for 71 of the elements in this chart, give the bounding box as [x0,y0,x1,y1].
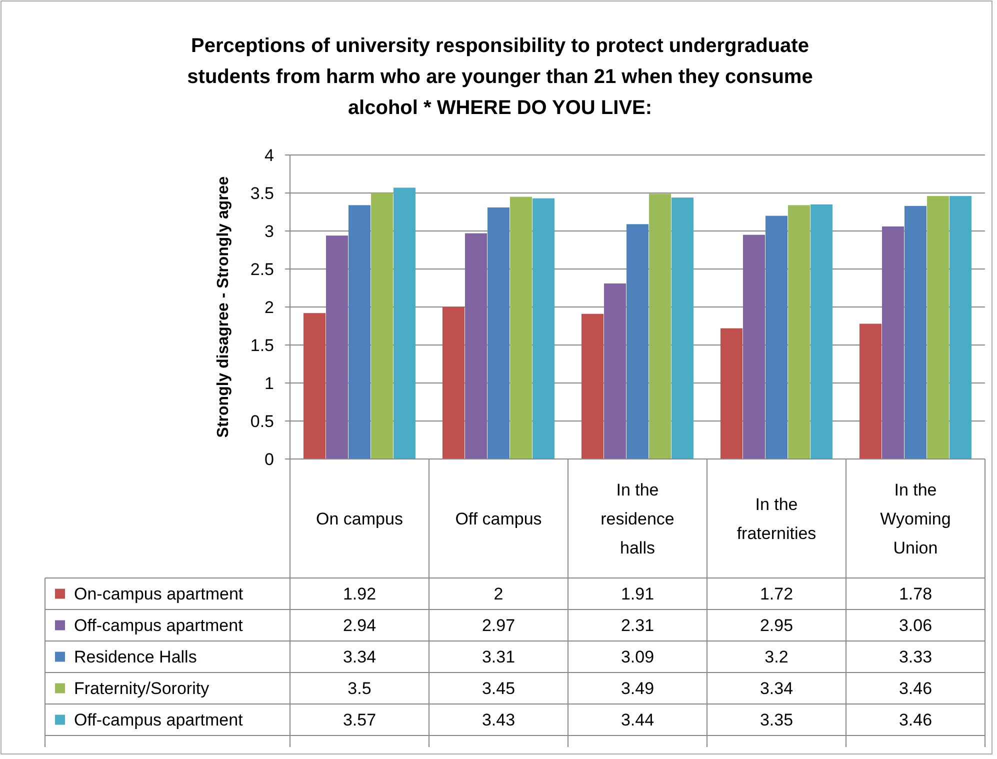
bar [720,328,743,459]
bar [303,313,326,459]
bar [581,314,604,459]
bar [788,205,810,459]
data-label: 2.95 [760,616,794,636]
legend-label: Residence Halls [74,648,197,667]
bar [370,193,394,459]
data-label: 1.72 [760,584,794,604]
bar [926,196,950,459]
bar [393,188,416,459]
y-tick-label: 3 [264,222,274,241]
bar [882,226,904,459]
data-label: 2.94 [342,616,376,636]
bar [442,307,465,459]
x-tick-label: Off campus [455,509,542,528]
bar [671,198,694,459]
data-label: 3.49 [620,679,654,698]
data-label: 1.92 [342,584,376,604]
y-axis-title: Strongly disagree - Strongly agree [215,176,232,438]
data-label: 3.46 [898,679,932,698]
y-tick-label: 1 [264,374,274,393]
data-label: 1.91 [620,584,654,604]
bar [904,206,927,459]
x-tick-label: In the residence halls [600,480,674,558]
bar [810,204,833,459]
y-tick-label: 4 [264,146,274,165]
data-label: 3.34 [342,648,376,667]
x-tick-label: In the Wyoming Union [880,480,951,558]
bar [464,233,488,459]
data-label: 3.33 [898,648,932,667]
x-tick-label: On campus [316,509,403,528]
bar [859,324,882,459]
legend-label: On-campus apartment [74,584,244,604]
bar [326,236,348,459]
legend-label: Off-campus apartment [74,616,244,636]
data-label: 3.09 [620,648,654,667]
y-tick-label: 3.5 [250,184,274,203]
bar [487,207,510,459]
data-label: 3.46 [898,710,932,730]
bar [510,196,532,459]
bar [765,216,788,459]
data-label: 1.78 [898,584,932,604]
x-tick-label: In the fraternities [736,494,816,543]
bar [949,196,972,459]
data-label: 3.44 [620,710,654,730]
data-label: 2.31 [620,616,654,636]
data-label: 3.31 [482,648,516,667]
data-label: 3.35 [760,710,794,730]
y-tick-label: 2 [264,298,274,317]
y-tick-label: 2.5 [250,260,274,279]
bar [648,194,672,459]
bar [604,283,626,459]
data-label: 3.43 [482,710,516,730]
y-tick-label: 1.5 [250,336,274,355]
data-label: 3.2 [764,648,788,667]
y-tick-label: 0 [264,450,274,469]
bar [532,198,555,459]
data-label: 3.57 [342,710,376,730]
data-label: 3.45 [482,679,516,698]
bar [348,205,371,459]
legend-label: Fraternity/Sorority [74,679,210,698]
legend-label: Off-campus apartment [74,710,244,730]
chart-title: Perceptions of university responsibility to protect undergraduate students from harm who are younger than 21 when they consume alcohol * WHERE DO YOU LIVE: [187,35,813,119]
data-label: 3.06 [898,616,932,636]
data-label: 3.5 [348,679,372,698]
bar [626,224,649,459]
y-tick-label: 0.5 [250,412,274,431]
bar [742,234,766,459]
data-label: 3.34 [760,679,794,698]
data-label: 2.97 [482,616,516,636]
data-label: 2 [494,584,504,604]
